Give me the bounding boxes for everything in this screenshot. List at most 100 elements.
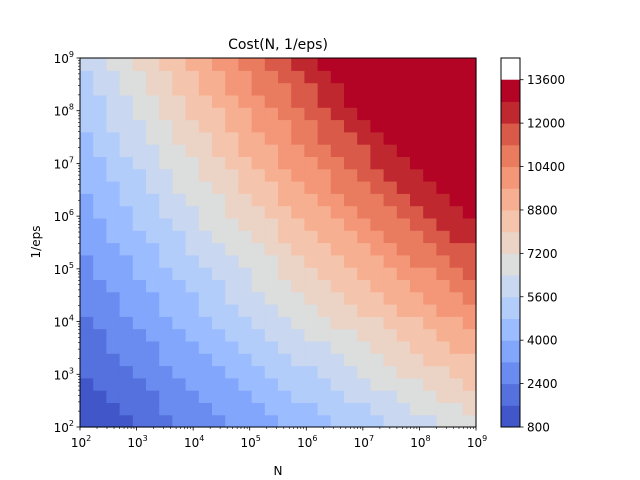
heatmap-cell xyxy=(106,131,121,145)
heatmap-cell xyxy=(396,340,411,354)
heatmap-cell xyxy=(172,353,187,367)
heatmap-cell xyxy=(423,291,437,305)
heatmap-cell xyxy=(185,217,200,231)
heatmap-cell xyxy=(278,279,292,293)
heatmap-cell xyxy=(172,279,187,293)
heatmap-cell xyxy=(238,328,253,342)
heatmap-cell xyxy=(225,267,239,280)
x-axis-ticks: 102 103 104 105 106 107 108 109 xyxy=(71,427,487,450)
heatmap-cell xyxy=(251,193,266,207)
y-tick-label: 105 xyxy=(54,261,74,277)
x-tick-label: 107 xyxy=(354,434,374,450)
heatmap-cell xyxy=(357,377,371,391)
colorbar-tick-label: 12000 xyxy=(527,117,565,131)
heatmap-cell xyxy=(238,316,253,330)
heatmap-cell xyxy=(344,58,358,71)
heatmap-cell xyxy=(304,168,319,182)
heatmap-cell xyxy=(449,131,464,145)
heatmap-cell xyxy=(119,168,134,182)
heatmap-cell xyxy=(80,402,94,416)
heatmap-cell xyxy=(462,316,477,330)
colorbar-segment xyxy=(501,144,520,168)
heatmap-cell xyxy=(106,205,121,219)
heatmap-cell xyxy=(291,119,305,133)
heatmap-cell xyxy=(119,94,134,108)
heatmap-cell xyxy=(370,119,385,133)
heatmap-cell xyxy=(132,131,147,145)
heatmap-cell xyxy=(80,316,94,330)
heatmap-cell xyxy=(251,304,266,317)
heatmap-cell xyxy=(462,107,477,121)
heatmap-cell xyxy=(410,402,424,416)
heatmap-cell xyxy=(462,205,477,219)
heatmap-cell xyxy=(383,217,398,231)
heatmap-cell xyxy=(106,82,121,96)
heatmap-cell xyxy=(370,267,385,280)
heatmap-cell xyxy=(132,82,147,96)
heatmap-cell xyxy=(185,402,200,416)
heatmap-cell xyxy=(436,58,451,71)
heatmap-cell xyxy=(330,168,345,182)
heatmap-cell xyxy=(357,291,371,305)
heatmap-cell xyxy=(370,82,385,96)
heatmap-cell xyxy=(238,119,253,133)
heatmap-cell xyxy=(396,217,411,231)
heatmap-cell xyxy=(436,340,451,354)
heatmap-cell xyxy=(344,414,358,428)
y-tick-label: 109 xyxy=(54,50,74,66)
heatmap-cell xyxy=(304,377,319,391)
heatmap-cell xyxy=(146,230,160,244)
heatmap-cell xyxy=(344,230,358,244)
heatmap-cell xyxy=(238,242,253,256)
heatmap-cell xyxy=(317,254,332,268)
heatmap-cell xyxy=(132,291,147,305)
heatmap-cell xyxy=(146,193,160,207)
y-axis-label: 1/eps xyxy=(29,226,43,259)
heatmap-cell xyxy=(317,205,332,219)
heatmap-cell xyxy=(198,291,213,305)
heatmap-cell xyxy=(317,230,332,244)
heatmap-cell xyxy=(330,156,345,170)
heatmap-cell xyxy=(225,353,239,367)
heatmap-cell xyxy=(225,390,239,403)
heatmap-cell xyxy=(212,390,226,403)
heatmap-cell xyxy=(198,70,213,84)
x-tick-label: 108 xyxy=(410,434,430,450)
heatmap-cell xyxy=(370,279,385,293)
heatmap-cell xyxy=(278,390,292,403)
heatmap-cell xyxy=(370,414,385,428)
heatmap-cell xyxy=(132,181,147,194)
heatmap-cell xyxy=(225,94,239,108)
heatmap-cell xyxy=(119,402,134,416)
heatmap-cell xyxy=(357,353,371,367)
heatmap-cell xyxy=(410,340,424,354)
heatmap-cell xyxy=(304,131,319,145)
heatmap-cell xyxy=(159,119,173,133)
heatmap-cell xyxy=(198,353,213,367)
heatmap-cell xyxy=(449,181,464,194)
heatmap-cell xyxy=(396,131,411,145)
heatmap-cell xyxy=(93,328,107,342)
heatmap-cell xyxy=(370,254,385,268)
heatmap-cell xyxy=(198,58,213,71)
heatmap-cell xyxy=(449,82,464,96)
heatmap-cell xyxy=(396,390,411,403)
heatmap-cell xyxy=(185,82,200,96)
heatmap-cell xyxy=(383,267,398,280)
heatmap-cell xyxy=(119,119,134,133)
heatmap-cell xyxy=(291,193,305,207)
heatmap-cell xyxy=(212,94,226,108)
heatmap-cell xyxy=(449,107,464,121)
heatmap-cell xyxy=(212,340,226,354)
heatmap-cell xyxy=(93,316,107,330)
heatmap-cell xyxy=(278,291,292,305)
heatmap-cell xyxy=(106,365,121,379)
heatmap-cell xyxy=(172,328,187,342)
heatmap-cell xyxy=(278,156,292,170)
heatmap-cell xyxy=(383,205,398,219)
heatmap-cell xyxy=(172,267,187,280)
heatmap-cell xyxy=(317,94,332,108)
heatmap-cell xyxy=(106,402,121,416)
heatmap-cell xyxy=(383,181,398,194)
